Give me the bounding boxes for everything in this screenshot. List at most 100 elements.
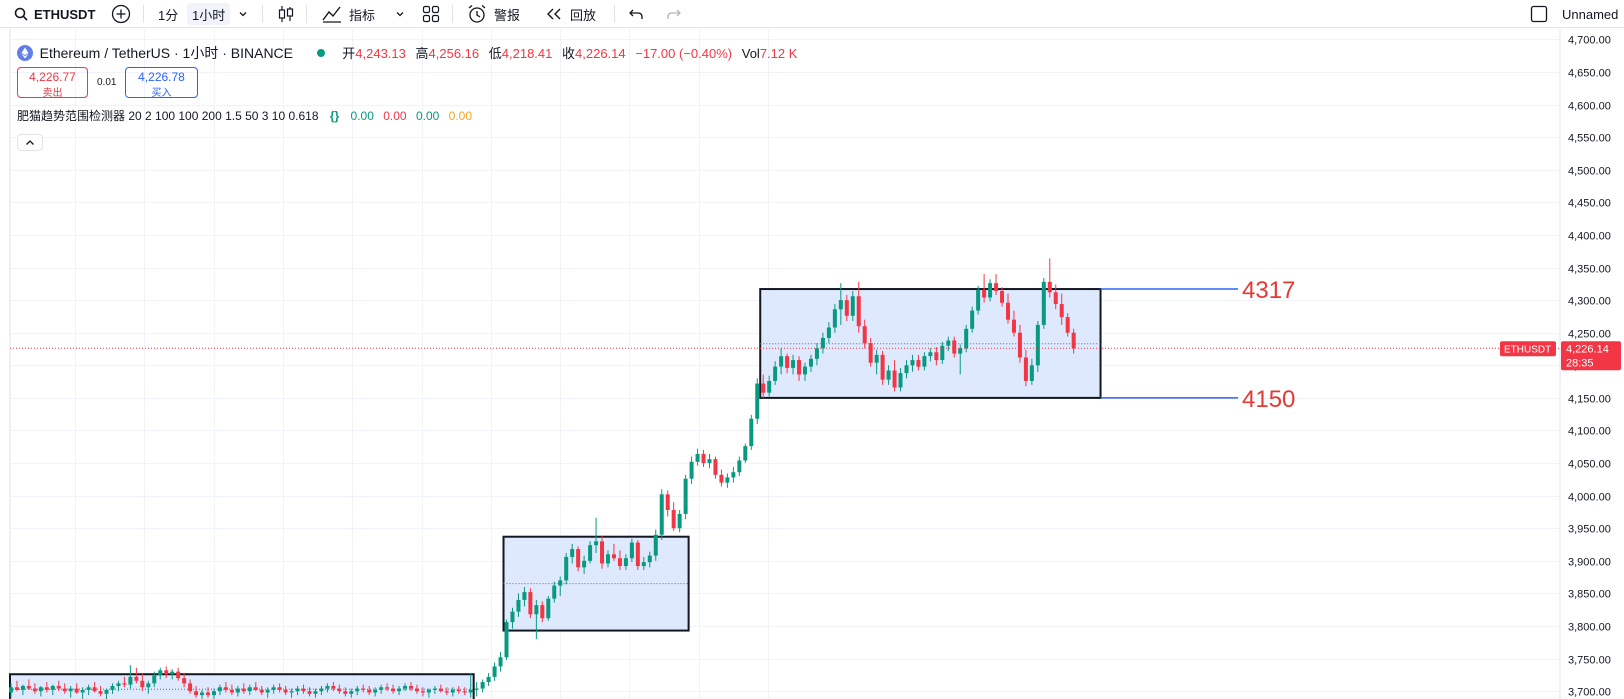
candle-body xyxy=(379,687,384,690)
candlestick-chart[interactable]: 4317 4150 4,700.00 4,650.00 4,600.00 4,550.0… xyxy=(0,29,1624,699)
candle-body xyxy=(217,687,222,692)
layout-name[interactable]: Unnamed xyxy=(1562,6,1619,22)
candle-body xyxy=(1005,302,1010,320)
spread-value: 0.01 xyxy=(97,77,117,88)
indicators-dropdown[interactable] xyxy=(395,0,405,28)
symbol-title[interactable]: Ethereum / TetherUS · 1小时 · BINANCE xyxy=(39,45,293,61)
redo-button[interactable] xyxy=(666,0,682,28)
candle-body xyxy=(850,296,855,316)
candle-body xyxy=(862,326,867,344)
layout-grid-button[interactable] xyxy=(422,0,440,28)
indicator-value: 0.00 xyxy=(350,109,374,123)
candle-body xyxy=(50,685,55,690)
level-annotation[interactable]: 4150 xyxy=(1242,386,1295,413)
open-value: 4,243.13 xyxy=(355,46,406,61)
layout-toggle-button[interactable] xyxy=(1530,0,1548,28)
candle-body xyxy=(122,683,127,685)
candle-body xyxy=(695,453,700,462)
candle-body xyxy=(116,683,121,686)
candle-body xyxy=(68,688,73,692)
interval-dropdown[interactable] xyxy=(238,0,248,28)
candle-body xyxy=(134,676,139,681)
volume-value: 7.12 K xyxy=(759,46,798,61)
candle-body xyxy=(582,560,587,568)
candle-body xyxy=(110,685,115,690)
symbol-name: ETHUSDT xyxy=(34,6,96,22)
candle-body xyxy=(194,691,199,696)
legend-header: Ethereum / TetherUS · 1小时 · BINANCE 开4,2… xyxy=(17,43,797,63)
candle-body xyxy=(779,356,784,367)
interval-1h[interactable]: 1小时 xyxy=(187,3,231,25)
undo-button[interactable] xyxy=(628,0,644,28)
buy-price: 4,226.78 xyxy=(138,70,185,84)
interval-1m[interactable]: 1分 xyxy=(158,7,179,23)
candle-body xyxy=(838,300,843,310)
candle-body xyxy=(98,691,103,694)
candle-body xyxy=(426,689,431,693)
candle-body xyxy=(880,354,885,380)
candle-body xyxy=(325,685,330,689)
candle-body xyxy=(444,691,449,693)
collapse-legend-button[interactable] xyxy=(17,134,43,151)
sell-button[interactable]: 4,226.77 卖出 xyxy=(17,67,88,99)
price-tick-label: 4,350.00 xyxy=(1568,264,1611,276)
candle-body xyxy=(74,688,79,693)
toolbar-divider xyxy=(614,5,615,23)
candle-body xyxy=(570,549,575,557)
level-lines: 4317 4150 xyxy=(10,277,1560,413)
candle-body xyxy=(701,453,706,464)
candle-body xyxy=(1011,319,1016,333)
candle-body xyxy=(689,461,694,479)
indicator-title[interactable]: 肥猫趋势范围检测器 20 2 100 100 200 1.5 50 3 10 0… xyxy=(17,109,319,123)
compare-symbol-button[interactable] xyxy=(111,0,131,28)
close-value: 4,226.14 xyxy=(575,46,626,61)
candle-body xyxy=(635,542,640,567)
candle-body xyxy=(56,685,61,689)
search-icon xyxy=(14,7,28,21)
candle-body xyxy=(80,689,85,693)
candle-body xyxy=(397,688,402,692)
candle-body xyxy=(235,688,240,693)
candle-body xyxy=(241,688,246,692)
low-value: 4,218.41 xyxy=(501,46,553,61)
level-annotation[interactable]: 4317 xyxy=(1242,277,1295,304)
toolbar-divider xyxy=(306,5,307,23)
source-code-icon[interactable]: {} xyxy=(329,109,340,123)
candle-body xyxy=(934,352,939,361)
candle-body xyxy=(1000,291,1005,303)
candle-body xyxy=(767,380,772,393)
alerts-label: 警报 xyxy=(494,7,521,23)
symbol-search-button[interactable]: ETHUSDT xyxy=(14,0,95,28)
candle-body xyxy=(86,687,91,690)
candle-body xyxy=(223,687,228,690)
candle-body xyxy=(456,689,461,692)
price-tick-label: 4,700.00 xyxy=(1568,35,1611,47)
replay-icon xyxy=(547,8,561,20)
chart-type-button[interactable] xyxy=(277,0,295,28)
price-tick-label: 3,900.00 xyxy=(1568,557,1611,569)
candle-body xyxy=(337,688,342,692)
price-tick-label: 4,600.00 xyxy=(1568,101,1611,113)
candle-body xyxy=(946,340,951,346)
close-label: 收 xyxy=(562,46,576,61)
indicators-button[interactable]: 指标 xyxy=(322,0,375,28)
replay-button[interactable]: 回放 xyxy=(546,0,596,28)
candle-body xyxy=(432,688,437,690)
candle-body xyxy=(677,513,682,529)
candle-body xyxy=(892,370,897,388)
candle-body xyxy=(522,592,527,600)
candle-body xyxy=(617,558,622,567)
candle-body xyxy=(623,558,628,567)
buy-button[interactable]: 4,226.78 买入 xyxy=(125,67,198,99)
alerts-button[interactable]: 警报 xyxy=(467,0,520,28)
candle-body xyxy=(588,545,593,561)
candle-body xyxy=(743,446,748,461)
candle-body xyxy=(671,509,676,529)
candle-body xyxy=(868,343,873,363)
candle-body xyxy=(1029,365,1034,381)
candle-body xyxy=(373,689,378,693)
chart-pane[interactable]: 4317 4150 4,700.00 4,650.00 4,600.00 4,550.0… xyxy=(0,29,1624,699)
candle-body xyxy=(940,345,945,361)
candle-body xyxy=(152,675,157,684)
candle-body xyxy=(229,689,234,693)
